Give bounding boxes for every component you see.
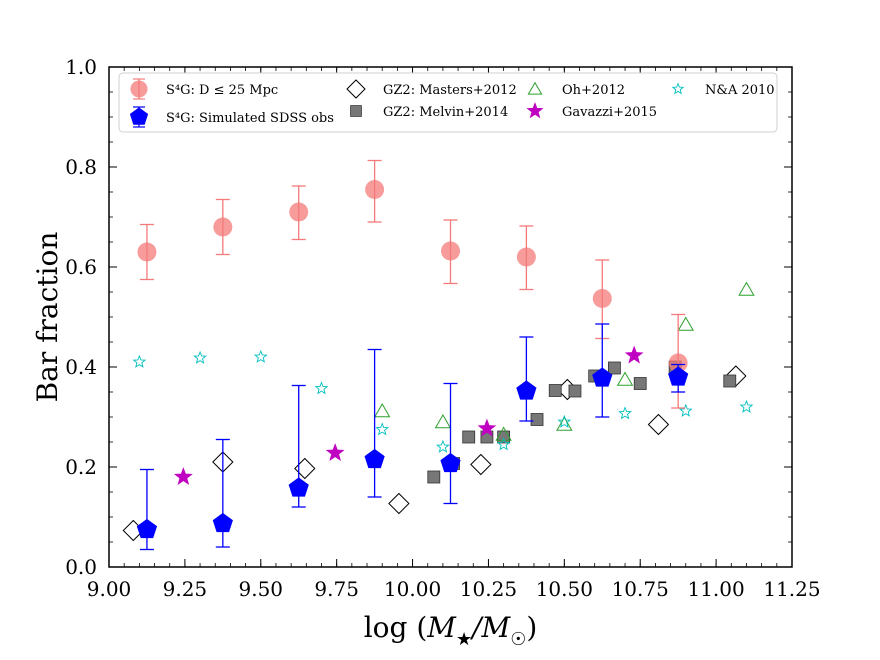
y-axis-label: Bar fraction	[31, 232, 64, 403]
data-point	[618, 406, 632, 420]
data-point	[723, 374, 737, 388]
data-point	[193, 350, 207, 364]
data-point	[212, 512, 233, 533]
axis-ticks: 9.00 9.25 9.50 9.75 10.00 10.25 10.50 10.75 11.0…	[65, 55, 820, 601]
legend-marker	[346, 79, 366, 99]
data-point	[388, 492, 410, 515]
data-point	[325, 443, 345, 461]
legend: S⁴G: D ≤ 25 Mpc S⁴G: Simulated SDSS obs GZ…	[118, 72, 778, 133]
data-point	[516, 247, 536, 267]
data-point	[592, 289, 612, 308]
data-point	[677, 316, 694, 331]
data-point	[548, 384, 562, 397]
data-point	[668, 366, 689, 386]
y-tick-label: 0.8	[65, 155, 97, 179]
data-point	[668, 353, 688, 373]
data-point	[739, 399, 754, 413]
data-point	[624, 345, 644, 364]
data-point	[137, 242, 157, 262]
data-point	[173, 467, 193, 485]
legend-label: Oh+2012	[562, 83, 625, 98]
legend-marker	[527, 81, 543, 95]
data-point	[436, 439, 450, 453]
series-s-g-simulated-sdss-obs	[136, 323, 689, 551]
data-point	[136, 518, 158, 539]
data-point	[495, 426, 512, 441]
data-point	[647, 413, 670, 436]
x-tick-label: 10.75	[612, 577, 669, 601]
series-s-g-d-25-mpc	[137, 159, 688, 409]
data-point	[373, 402, 391, 418]
x-tick-label: 9.50	[239, 577, 284, 601]
data-point	[462, 430, 476, 444]
data-point	[633, 377, 647, 390]
y-tick-label: 0.0	[65, 555, 97, 579]
x-tick-label: 10.25	[460, 577, 517, 601]
x-tick-label: 10.00	[384, 577, 441, 601]
data-point	[288, 477, 309, 497]
series-gz2-melvin-2014	[427, 360, 737, 484]
data-point	[364, 448, 385, 469]
series-gz2-masters-2012	[122, 365, 747, 542]
legend-marker	[130, 80, 148, 98]
data-point	[440, 452, 461, 473]
data-point	[253, 349, 268, 363]
legend-marker	[526, 102, 544, 119]
data-point	[530, 413, 544, 426]
data-point	[556, 416, 573, 431]
plot-area	[122, 159, 755, 551]
y-tick-label: 0.2	[65, 455, 97, 479]
x-tick-label: 10.50	[536, 577, 593, 601]
data-point	[314, 381, 329, 395]
data-point	[678, 403, 693, 417]
data-point	[516, 380, 537, 400]
series-n-a-2010	[132, 349, 754, 453]
legend-marker	[350, 105, 362, 117]
legend-marker	[129, 107, 149, 125]
x-tick-label: 9.75	[314, 577, 359, 601]
data-point	[294, 457, 316, 480]
data-point	[470, 453, 492, 476]
legend-frame	[118, 72, 778, 133]
data-point	[497, 430, 511, 444]
data-point	[365, 180, 385, 199]
x-tick-label: 9.00	[87, 577, 132, 601]
legend-label: S⁴G: Simulated SDSS obs	[166, 111, 334, 126]
data-point	[592, 367, 613, 387]
x-tick-label: 11.25	[763, 577, 820, 601]
series-gavazzi-2015	[173, 345, 644, 485]
data-point	[289, 202, 309, 222]
y-tick-label: 0.4	[65, 355, 97, 379]
data-point	[375, 422, 390, 436]
data-point	[557, 414, 572, 428]
data-point	[496, 437, 511, 451]
legend-label: GZ2: Melvin+2014	[383, 105, 508, 120]
y-tick-label: 0.6	[65, 255, 97, 279]
data-point	[132, 354, 147, 368]
data-point	[738, 281, 755, 296]
x-axis-label: log (M★/M☉)	[364, 611, 538, 650]
data-point	[441, 241, 460, 261]
legend-label: S⁴G: D ≤ 25 Mpc	[166, 83, 278, 98]
data-point	[568, 384, 582, 398]
data-point	[608, 361, 621, 375]
legend-label: Gavazzi+2015	[562, 105, 657, 120]
data-point	[427, 470, 441, 484]
legend-marker	[671, 82, 685, 95]
data-point	[434, 413, 452, 429]
x-tick-label: 11.00	[687, 577, 744, 601]
data-point	[477, 418, 497, 437]
legend-label: N&A 2010	[705, 83, 775, 98]
data-point	[213, 217, 233, 237]
data-point	[616, 371, 634, 386]
y-tick-label: 1.0	[65, 55, 97, 79]
series-oh-2012	[373, 281, 755, 441]
x-tick-label: 9.25	[163, 577, 208, 601]
legend-label: GZ2: Masters+2012	[383, 83, 517, 98]
